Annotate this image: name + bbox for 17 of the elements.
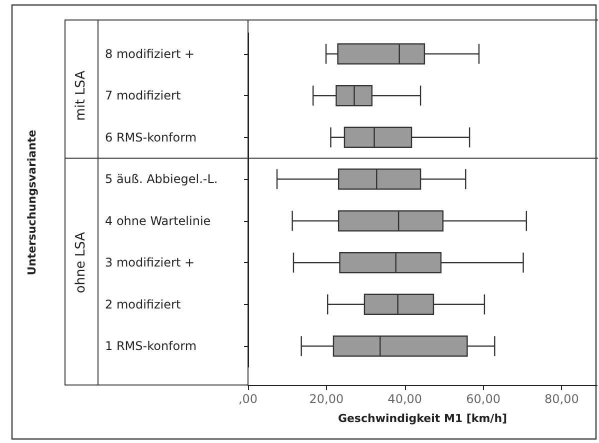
y-tick-label: 6 RMS-konform (105, 130, 197, 144)
x-axis-title: Geschwindigkeit M1 [km/h] (338, 412, 508, 425)
y-tick-label: 1 RMS-konform (105, 339, 197, 354)
x-tick-label: 60,00 (466, 392, 500, 406)
y-tick-label: 5 äuß. Abbiegel.-L. (105, 172, 218, 186)
text: Untersuchungsvariante (26, 130, 38, 276)
x-tick-label: 40,00 (388, 392, 422, 406)
x-tick-label: 80,00 (544, 392, 579, 406)
text: ohne LSA (74, 232, 88, 294)
y-tick-label: 8 modifiziert + (105, 46, 195, 61)
x-tick-label: 20,00 (309, 392, 344, 406)
text: mit LSA (74, 70, 88, 121)
x-tick-label: ,00 (238, 392, 258, 406)
y-tick-label: 4 ohne Wartelinie (105, 214, 211, 228)
y-tick-label: 2 modifiziert (105, 297, 181, 312)
y-tick-label: 7 modifiziert (105, 88, 181, 103)
y-tick-label: 3 modifiziert + (105, 256, 195, 270)
